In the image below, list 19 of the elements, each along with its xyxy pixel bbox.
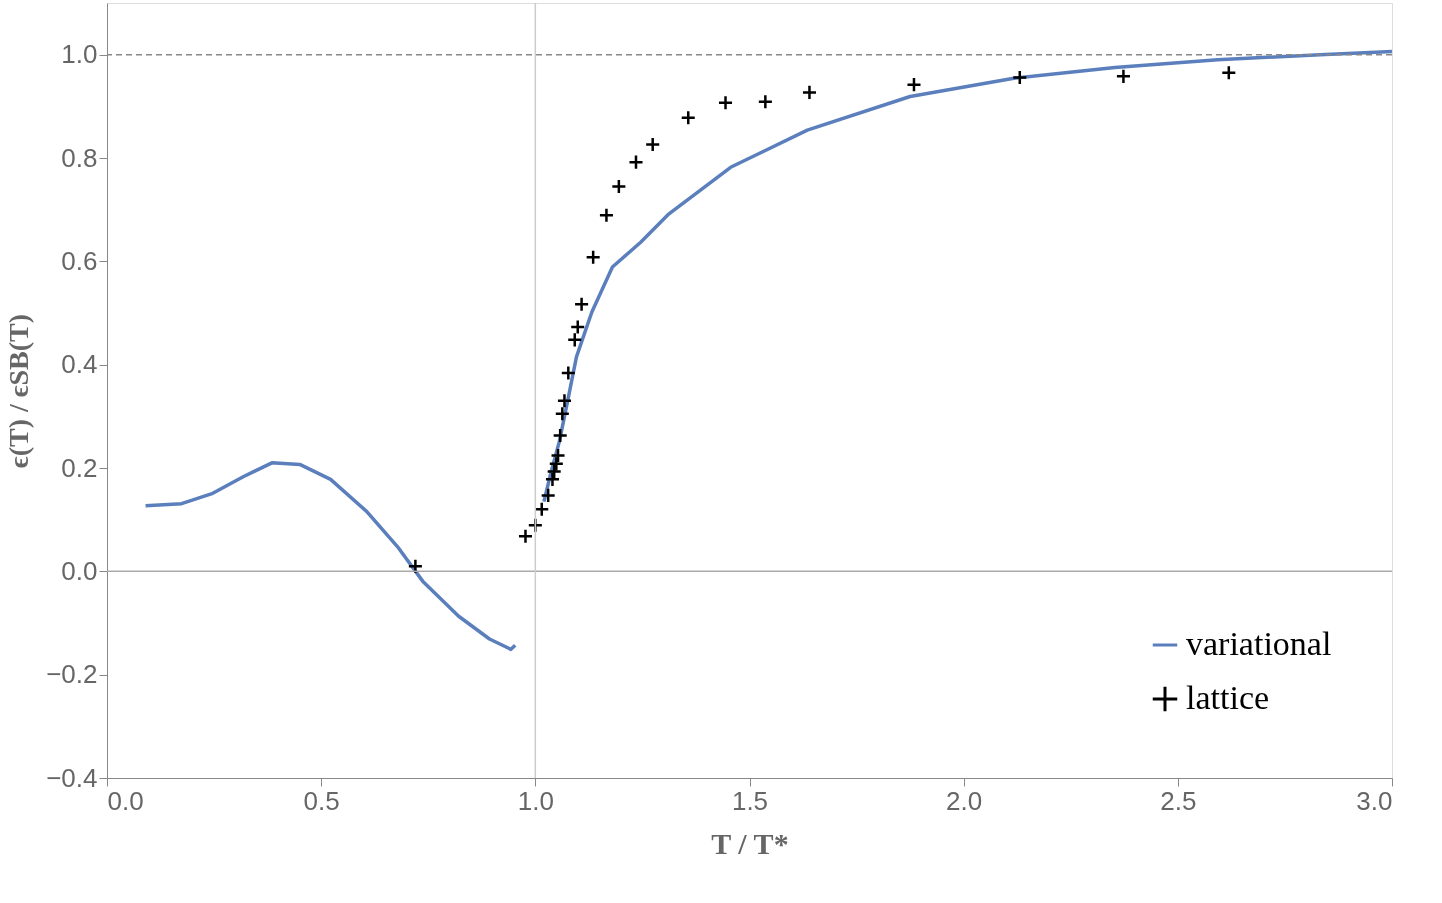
x-tick-label: 0.5 [303,785,340,816]
y-tick-label: 0.2 [61,452,98,483]
y-tick-label: 0.0 [61,555,98,586]
legend-label: lattice [1186,679,1270,716]
x-tick-label: 0.0 [107,785,144,816]
x-tick-label: 1.0 [517,785,554,816]
x-axis-title: T / T* [711,826,789,860]
y-axis-title: ϵ(T) / ϵSB(T) [3,313,35,469]
x-tick-label: 3.0 [1356,785,1393,816]
y-tick-label: 0.8 [61,142,98,173]
x-tick-label: 2.0 [946,785,983,816]
y-tick-label: 1.0 [61,39,98,70]
y-tick-label: −0.4 [46,762,98,793]
y-tick-label: 0.4 [61,349,98,380]
y-tick-label: −0.2 [46,659,98,690]
x-tick-label: 1.5 [731,785,769,816]
y-tick-label: 0.6 [61,245,98,276]
legend-label: variational [1186,625,1332,662]
x-tick-label: 2.5 [1160,785,1197,816]
